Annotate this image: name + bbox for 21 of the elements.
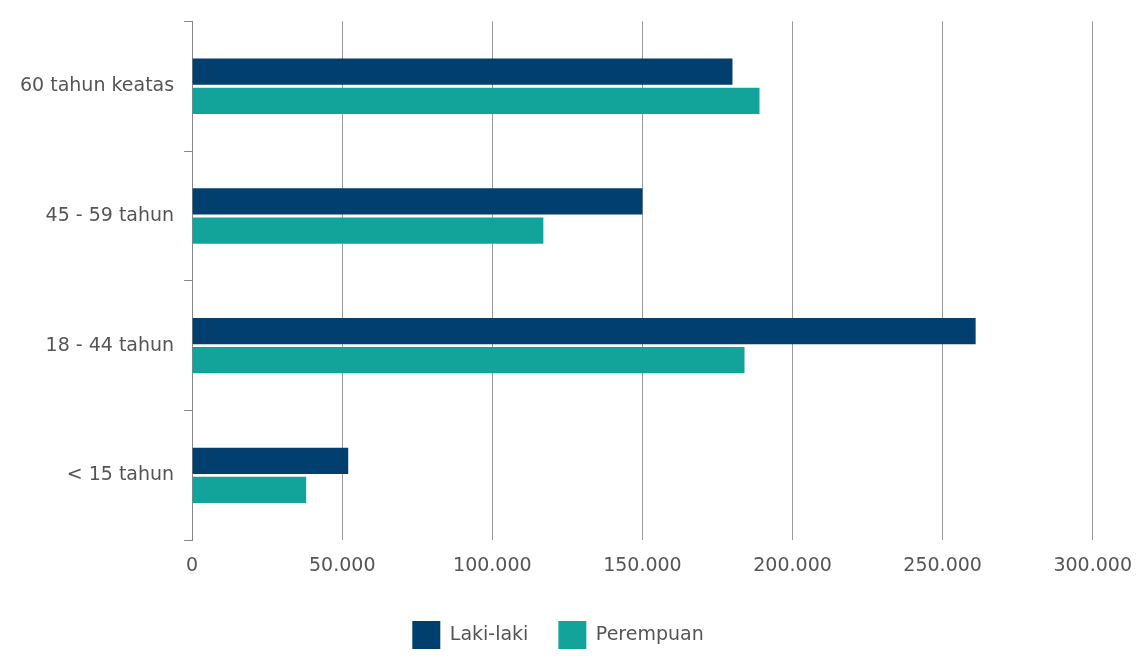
x-tick-label: 0 bbox=[186, 552, 199, 575]
bar bbox=[192, 317, 976, 345]
y-tick-label: < 15 tahun bbox=[66, 462, 175, 485]
bar bbox=[192, 87, 760, 114]
x-tick-label: 150.000 bbox=[603, 552, 682, 575]
bar bbox=[192, 217, 544, 244]
x-tick-label: 200.000 bbox=[753, 552, 832, 575]
bar bbox=[192, 447, 349, 474]
bar bbox=[192, 347, 745, 374]
x-tick-label: 100.000 bbox=[453, 552, 532, 575]
x-tick-label: 250.000 bbox=[903, 552, 982, 575]
x-tick-label: 300.000 bbox=[1053, 552, 1132, 575]
legend-label: Laki-laki bbox=[449, 621, 529, 644]
legend-label: Perempuan bbox=[595, 621, 704, 644]
bar bbox=[192, 188, 643, 215]
x-tick-label: 50.000 bbox=[308, 552, 376, 575]
bar bbox=[192, 476, 307, 504]
y-tick-label: 45 - 59 tahun bbox=[45, 202, 175, 225]
y-tick-label: 60 tahun keatas bbox=[20, 73, 175, 96]
y-tick-label: 18 - 44 tahun bbox=[45, 332, 175, 355]
bar bbox=[192, 58, 733, 85]
